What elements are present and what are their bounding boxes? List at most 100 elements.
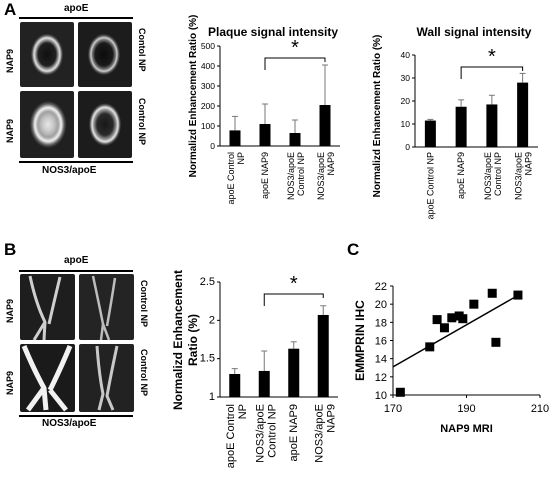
panel-a-bottom-line [19,161,133,163]
y-tick-label: 12 [375,372,387,384]
x-tick-label-line: NOS3/apoE [514,152,524,200]
bar-3 [319,105,331,146]
y-tick-label: 16 [375,336,387,348]
bar-2 [288,348,300,397]
x-tick-label-2: NOS3/apoEControl NP [483,152,503,200]
scatter-point-8 [487,288,497,298]
y-axis-label: EMMPRIN IHC [353,300,367,381]
y-tick-label: 0 [405,142,410,152]
x-tick-label-line: Control NP [296,152,306,196]
x-tick-label-line: NOS3/apoE [286,152,296,200]
panel-b-vessel-4 [95,345,119,411]
y-tick-label: 2 [209,314,215,326]
x-tick-label-line: NOS3/apoE [316,152,326,200]
significance-star: * [291,37,299,59]
panel-letter-c: C [347,240,360,259]
x-tick-label-3: NOS3/apoENAP9 [316,152,336,200]
x-tick-label-line: NP [237,404,249,419]
y-tick-label: 40 [401,50,411,60]
bar-2 [289,133,301,146]
significance-bracket [264,57,326,70]
panel-b-image-apoe-control [79,274,134,340]
x-tick-label-3: NOS3/apoENAP9 [514,152,534,200]
chart-wall: 0 10 20 30 40 apoE Control NP apoE NAP9 NOS3/ap… [372,25,538,220]
scatter-point-7 [469,299,479,309]
panel-b-group-top-label: apoE [64,255,89,266]
panel-a-image-nos3-control [78,91,132,158]
y-tick-label: 2.5 [200,276,215,288]
x-tick-label-line: NOS3/apoE [313,404,325,463]
chart-scatter: 10 12 14 16 18 20 22 170 190 210 NAP9 MRI EMMPRIN I… [353,281,549,435]
x-tick-label-0: apoE Control NP [425,152,435,220]
x-tick-label-line: apoE Control NP [425,152,435,220]
y-tick-label: 20 [375,299,387,311]
x-tick-label-line: NOS3/apoE [483,152,493,200]
scatter-point-3 [439,323,449,333]
x-tick-label-line: apoE Control [225,404,237,468]
scatter-point-1 [425,342,435,352]
x-tick-label-line: Control NP [266,404,278,458]
x-tick-label-line: apoE NAP9 [260,152,270,199]
bar-3 [317,314,329,397]
x-tick-label-line: apoE Control [226,152,236,205]
x-tick-label-2: apoE NAP9 [288,404,300,461]
x-tick-label: 190 [457,403,475,415]
chart-title: Wall signal intensity [417,25,532,39]
panel-b-image-nos3-control [79,344,134,412]
x-tick-label-1: apoE NAP9 [260,152,270,199]
bar-0 [424,120,436,147]
x-tick-label-line: apoE NAP9 [456,152,466,199]
y-axis-label-line: Normalizd Enhancement [171,270,185,410]
significance-bracket [263,293,324,306]
y-tick-label: 30 [401,73,411,83]
x-tick-label-line: NAP9 [326,152,336,176]
panel-b-vessel-2 [91,275,117,340]
y-tick-label: 10 [401,119,411,129]
y-axis-label: Normalizd EnhancementRatio (%) [171,270,200,410]
y-tick-label: 500 [201,41,215,51]
panel-letter-a: A [4,0,17,19]
y-tick-label: 0 [210,141,215,151]
significance-star: * [290,273,298,295]
y-tick-label: 100 [201,121,215,131]
panel-letter-b: B [4,240,17,259]
bar-0 [229,130,241,146]
y-tick-label: 10 [375,390,387,402]
chart-title: Plaque signal intensity [208,25,338,39]
x-tick-label-line: Control NP [493,152,503,196]
x-tick-label-3: NOS3/apoENAP9 [313,404,337,463]
bar-1 [259,124,271,146]
x-tick-label-0: apoE ControlNP [225,404,249,468]
panel-a-image-nos3-nap9 [20,91,74,158]
panel-a-top-line [19,17,133,19]
panel-a-image-apoe-nap9 [20,22,74,87]
chart-plaque: 0 100 200 300 400 500 apoE ControlNP apoE NAP9 N… [188,15,340,205]
y-tick-label: 22 [375,281,387,293]
x-tick-label: 210 [531,403,549,415]
x-tick-label-2: NOS3/apoEControl NP [286,152,306,200]
scatter-point-9 [491,337,501,347]
bar-2 [486,104,498,147]
y-tick-label: 1 [209,391,215,403]
significance-star: * [488,46,496,68]
scatter-point-10 [513,290,523,300]
panel-b-top-line [19,270,133,272]
panel-b-bottom-line [19,415,133,417]
scatter-point-0 [395,387,405,397]
y-tick-label: 400 [201,61,215,71]
y-tick-label: 14 [375,354,387,366]
scatter-point-6 [458,314,468,324]
panel-b-image-apoe-nap9 [20,274,75,340]
x-axis-label: NAP9 MRI [440,423,493,435]
y-tick-label: 20 [401,96,411,106]
y-axis-label: Normalizd Enhancement Ratio (%) [188,15,199,178]
x-tick-label-0: apoE ControlNP [226,152,246,205]
x-tick-label-line: NP [236,152,246,165]
scatter-point-2 [432,315,442,325]
panel-b-vessel-1 [28,275,62,340]
bar-3 [517,82,529,147]
panel-a-group-top-label: apoE [64,3,89,14]
y-axis-label-line: Ratio (%) [186,314,200,366]
x-tick-label-1: apoE NAP9 [456,152,466,199]
